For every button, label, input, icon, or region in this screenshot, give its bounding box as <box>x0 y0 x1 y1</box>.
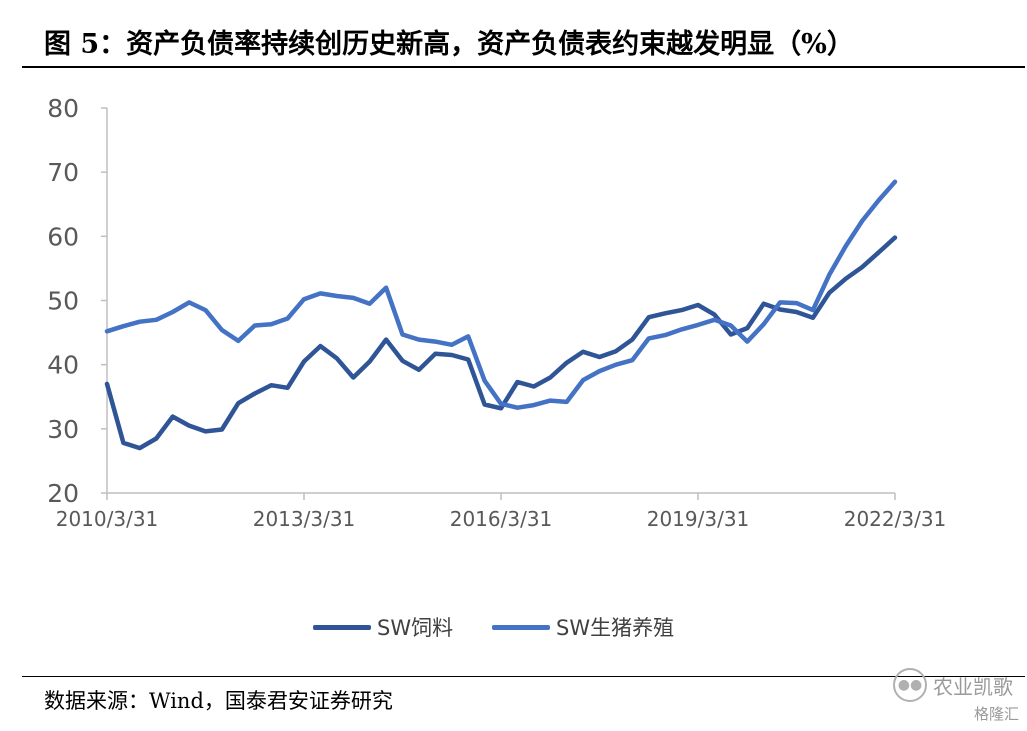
watermark-account: 农业凯歌 <box>933 674 1013 699</box>
chart-legend: SW饲料 SW生猪养殖 <box>0 612 1027 642</box>
legend-label-hog: SW生猪养殖 <box>556 616 675 640</box>
x-tick-label: 2013/3/31 <box>253 507 356 531</box>
y-tick-label: 40 <box>47 351 79 380</box>
y-tick-label: 70 <box>47 158 79 187</box>
legend-label-feed: SW饲料 <box>377 616 454 640</box>
x-tick-label: 2019/3/31 <box>647 507 750 531</box>
watermark-site: 格隆汇 <box>973 705 1019 723</box>
legend-item-hog: SW生猪养殖 <box>492 612 674 642</box>
legend-swatch-hog <box>492 624 550 630</box>
footer-divider <box>22 676 1025 677</box>
page-title: 图 5：资产负债率持续创历史新高，资产负债表约束越发明显（%） <box>44 29 854 60</box>
series-line-hog <box>104 179 898 410</box>
legend-swatch-feed <box>313 624 371 630</box>
legend-item-feed: SW饲料 <box>313 612 453 642</box>
y-tick-label: 30 <box>47 415 79 444</box>
y-tick-label: 50 <box>47 287 79 316</box>
series-line-feed <box>104 235 898 451</box>
data-source: 数据来源：Wind，国泰君安证券研究 <box>44 689 393 713</box>
series-layer <box>104 179 898 451</box>
x-tick-label: 2016/3/31 <box>450 507 553 531</box>
x-tick-label: 2022/3/31 <box>844 507 947 531</box>
wechat-icon: ●● <box>893 668 927 702</box>
x-tick-label: 2010/3/31 <box>56 507 159 531</box>
y-tick-label: 60 <box>47 222 79 251</box>
title-divider <box>22 66 1025 68</box>
y-tick-label: 20 <box>47 479 79 508</box>
x-axis: 2010/3/31 2013/3/31 2016/3/31 2019/3/31 2022… <box>56 492 947 531</box>
watermark: ●● 农业凯歌 <box>893 668 1013 702</box>
y-axis: 20 30 40 50 60 70 80 <box>47 94 108 508</box>
y-tick-label: 80 <box>47 94 79 123</box>
